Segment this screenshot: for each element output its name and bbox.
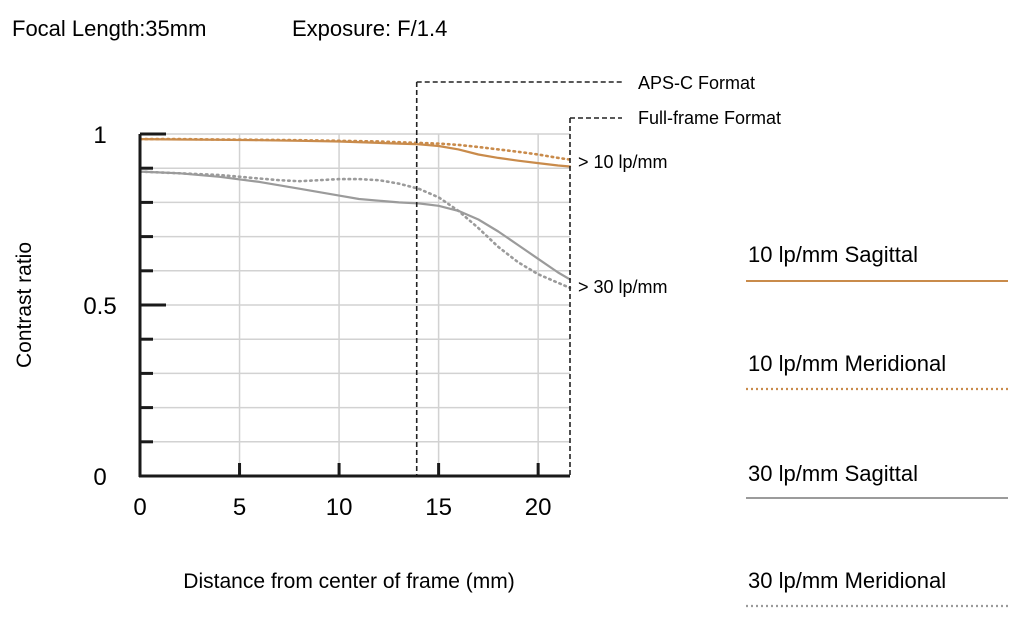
plot-lines (138, 137, 572, 290)
axes (138, 132, 570, 478)
series-line-2 (138, 170, 572, 281)
legend-label-10-sagittal: 10 lp/mm Sagittal (748, 242, 918, 267)
aps-c-format-label: APS-C Format (638, 73, 755, 93)
y-tick-label: 0 (93, 464, 106, 491)
legend: 10 lp/mm Sagittal 10 lp/mm Meridional 30… (746, 242, 1008, 608)
legend-label-30-sagittal: 30 lp/mm Sagittal (748, 461, 918, 486)
grid (140, 133, 570, 476)
30-lpmm-group-label: > 30 lp/mm (578, 277, 668, 297)
10-lpmm-group-label: > 10 lp/mm (578, 152, 668, 172)
x-tick-label: 20 (525, 494, 552, 521)
series-line-1 (138, 137, 572, 161)
series-line-3 (138, 170, 572, 290)
x-tick-label: 15 (425, 494, 452, 521)
series-line-0 (138, 138, 572, 168)
chart-title: Focal Length:35mm (12, 16, 206, 41)
y-tick-label: 1 (93, 122, 106, 149)
legend-label-30-meridional: 30 lp/mm Meridional (748, 568, 946, 593)
chart-subtitle: Exposure: F/1.4 (292, 16, 447, 41)
full-frame-format-label: Full-frame Format (638, 108, 781, 128)
format-markers (415, 81, 622, 476)
legend-label-10-meridional: 10 lp/mm Meridional (748, 351, 946, 376)
y-tick-label: 0.5 (83, 293, 116, 320)
y-axis-label: Contrast ratio (13, 242, 36, 368)
x-tick-label: 5 (233, 494, 246, 521)
x-axis-label: Distance from center of frame (mm) (183, 570, 514, 593)
tick-labels: 0 5 10 15 20 0 0.5 1 (83, 122, 551, 521)
x-tick-label: 0 (133, 494, 146, 521)
x-tick-label: 10 (326, 494, 353, 521)
